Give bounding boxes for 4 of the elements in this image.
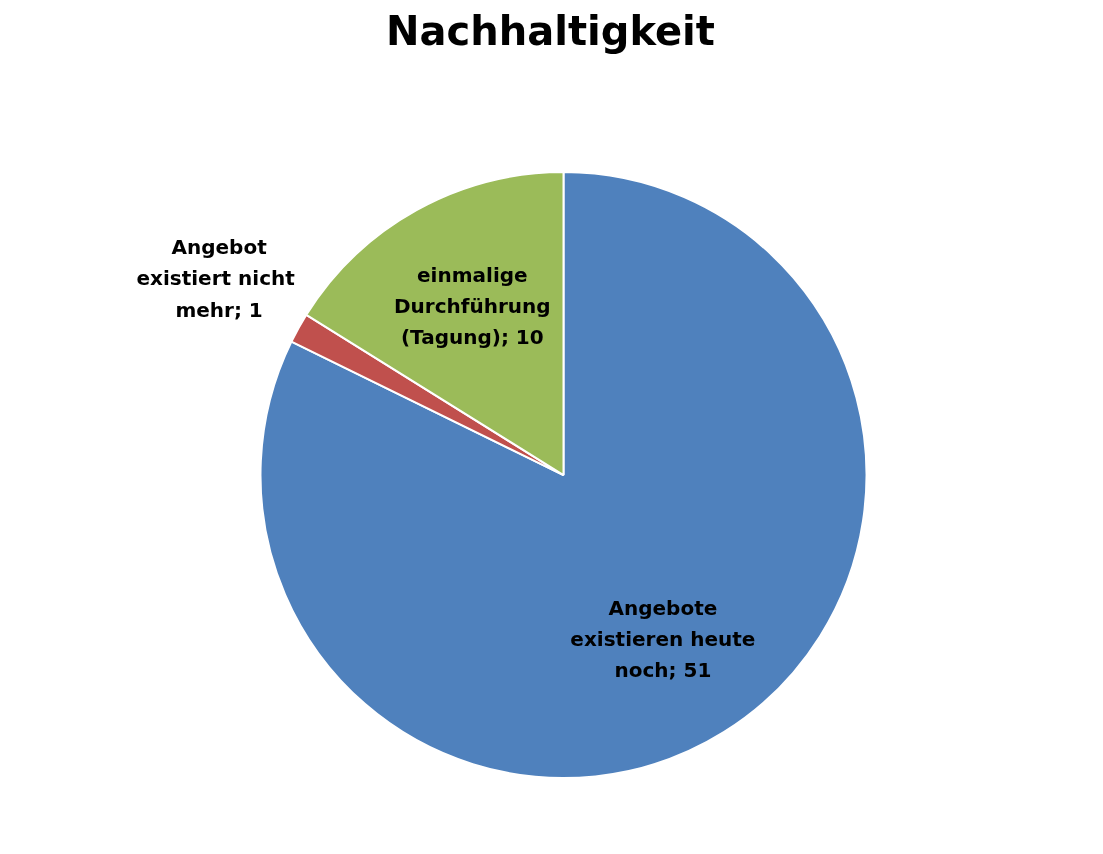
chart-title: Nachhaltigkeit [386,7,715,54]
slice-label: Angebote existieren heute noch; 51 [570,595,756,683]
slice-label: Angebot existiert nicht mehr; 1 [136,235,296,322]
slice-label: einmalige Durchführung (Tagung); 10 [394,262,551,350]
